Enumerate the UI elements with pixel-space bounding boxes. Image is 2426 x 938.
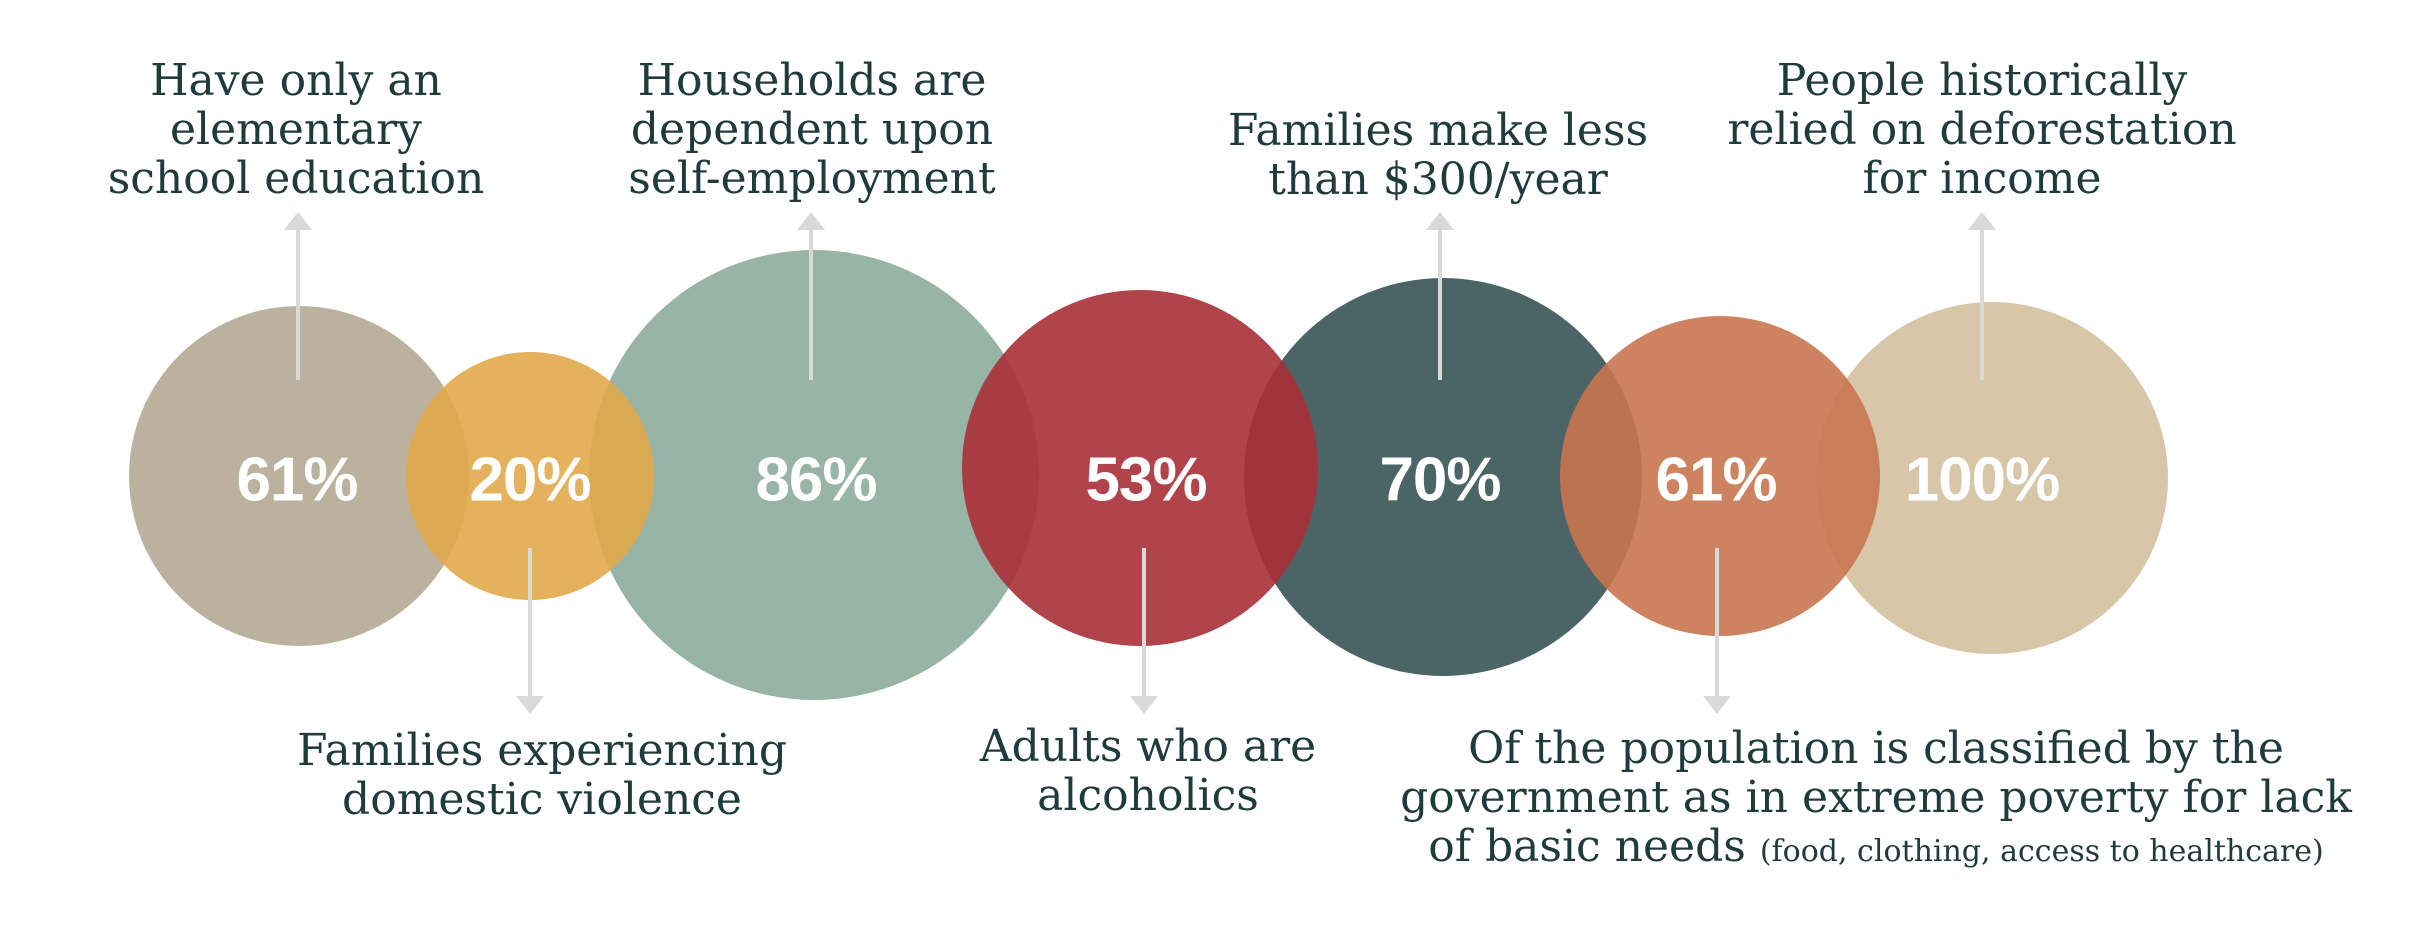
stat-label-income: Families make less than $300/year	[1227, 105, 1649, 205]
arrowhead-up-icon	[284, 212, 312, 230]
arrowhead-up-icon	[1426, 212, 1454, 230]
stat-label-note: (food, clothing, access to healthcare)	[1759, 834, 2324, 869]
arrow-down-alcoholics	[1142, 548, 1146, 698]
arrowhead-up-icon	[797, 212, 825, 230]
stat-value-income: 70%	[1379, 445, 1501, 515]
stat-value-education: 61%	[236, 445, 358, 515]
stat-value-alcoholics: 53%	[1085, 445, 1207, 515]
arrowhead-up-icon	[1968, 212, 1996, 230]
stat-value-extreme-poverty: 61%	[1655, 445, 1777, 515]
arrowhead-down-icon	[516, 696, 544, 714]
stat-circle-extreme-poverty	[1560, 316, 1880, 636]
arrow-down-domestic-violence	[528, 548, 532, 698]
arrow-up-education	[296, 228, 300, 380]
stat-label-alcoholics: Adults who are alcoholics	[979, 721, 1317, 821]
arrow-down-extreme-poverty	[1715, 548, 1719, 698]
stat-label-extreme-poverty: Of the population is classified by the g…	[1400, 723, 2352, 872]
arrow-up-deforestation	[1980, 228, 1984, 380]
arrow-up-income	[1438, 228, 1442, 380]
arrowhead-down-icon	[1703, 696, 1731, 714]
stat-label-deforestation: People historically relied on deforestat…	[1727, 55, 2237, 204]
stat-label-education: Have only an elementary school education	[107, 55, 485, 204]
arrow-up-self-employment	[809, 228, 813, 380]
stat-value-self-employment: 86%	[755, 445, 877, 515]
stat-label-self-employment: Households are dependent upon self-emplo…	[628, 55, 996, 204]
stat-circle-alcoholics	[962, 290, 1318, 646]
stat-label-domestic-violence: Families experiencing domestic violence	[296, 725, 788, 825]
arrowhead-down-icon	[1130, 696, 1158, 714]
stat-value-domestic-violence: 20%	[469, 445, 591, 515]
stat-value-deforestation: 100%	[1904, 445, 2061, 515]
